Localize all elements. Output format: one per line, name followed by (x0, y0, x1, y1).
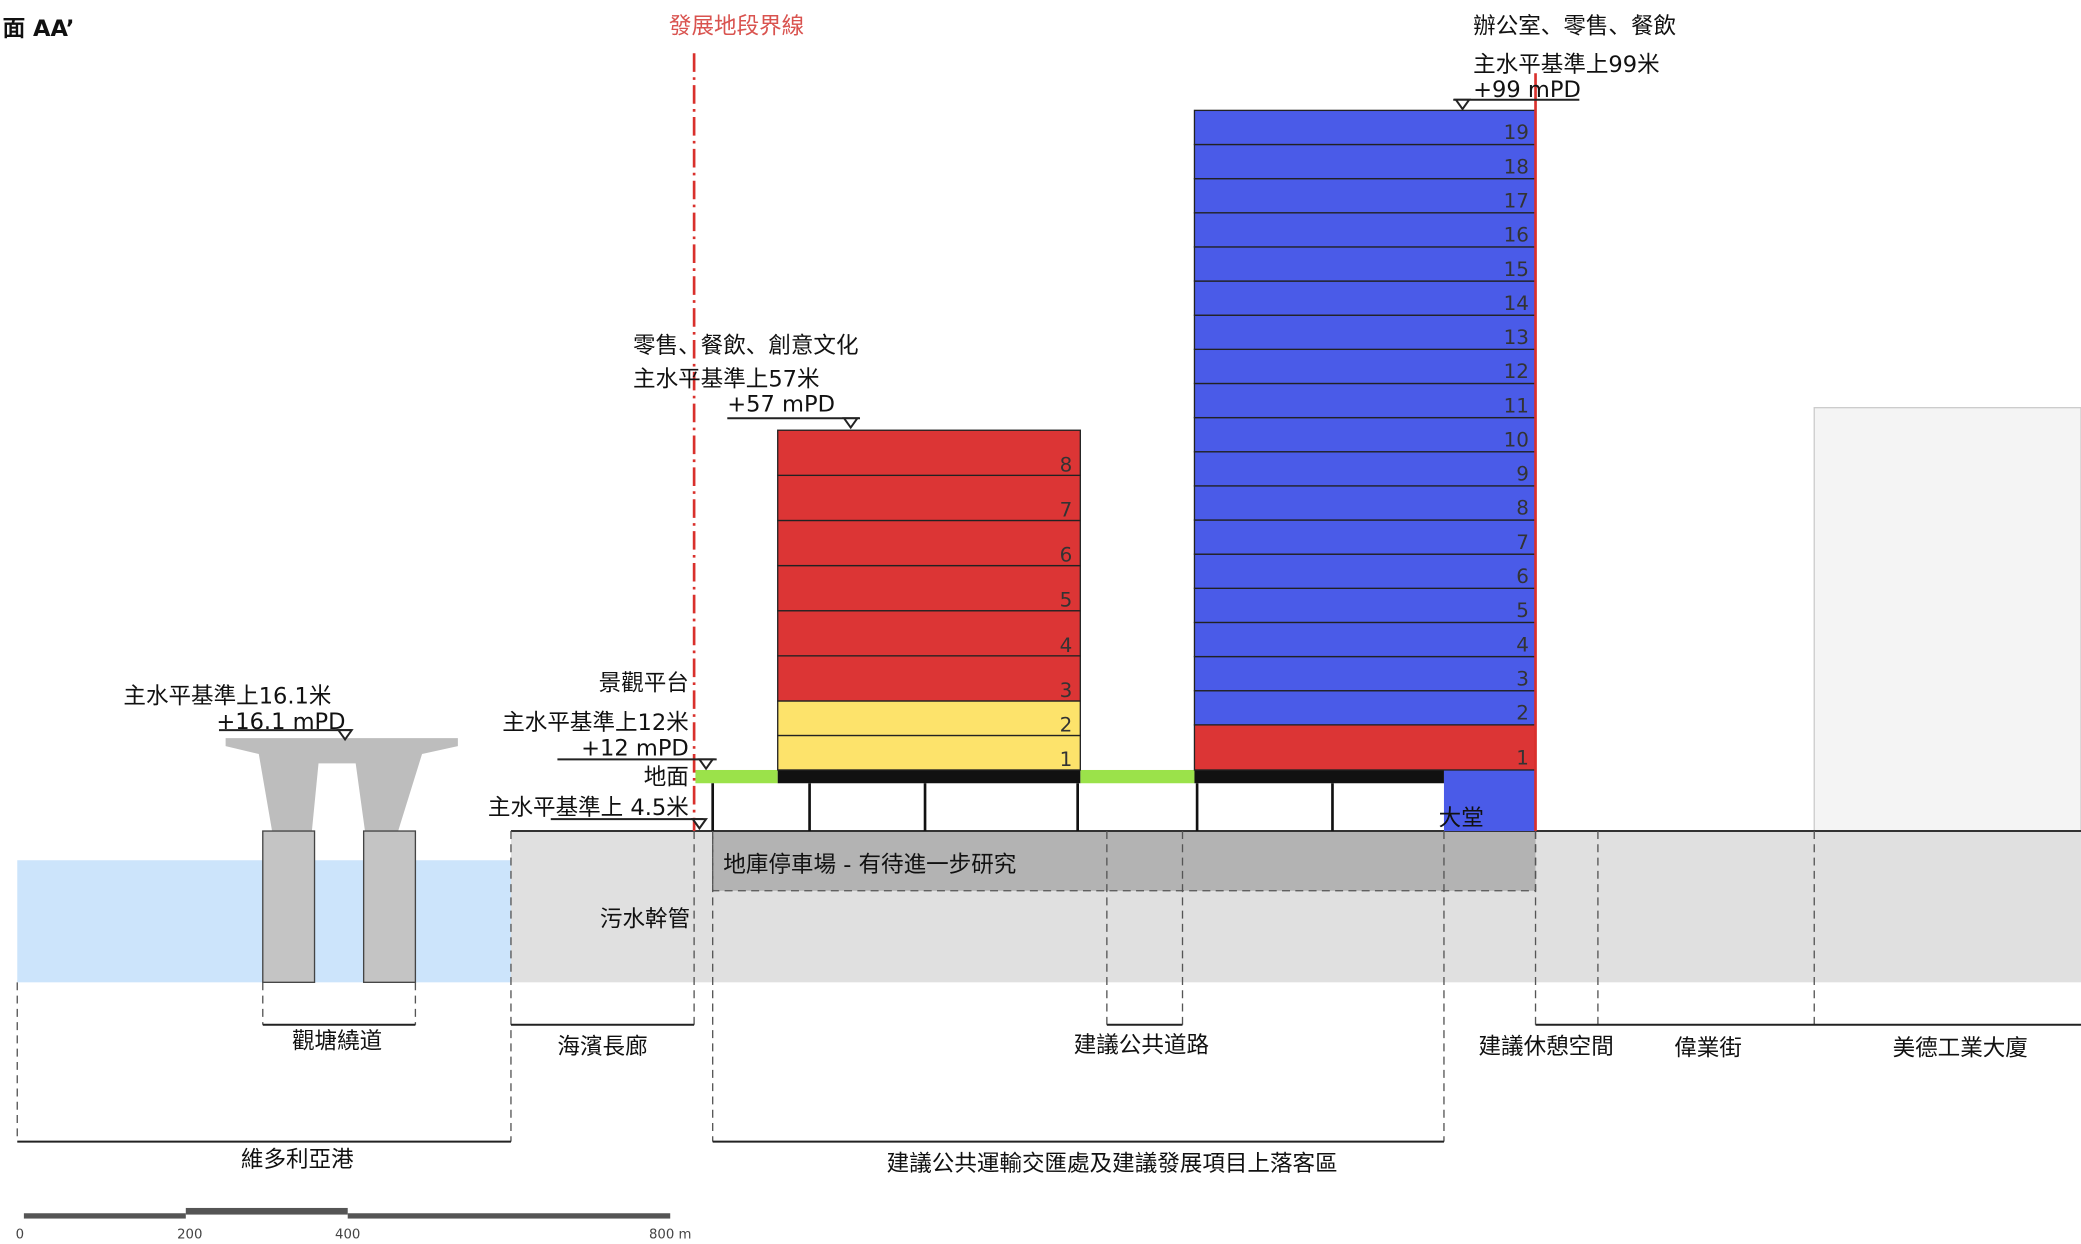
floor-number: 2 (1060, 713, 1073, 736)
level-label: 主水平基準上 4.5米 (488, 795, 689, 821)
dimension-lines (16, 831, 2081, 1143)
floor-number: 4 (1060, 634, 1073, 657)
floor (1193, 519, 1537, 555)
floor-number: 8 (1060, 453, 1073, 476)
floor (1193, 690, 1537, 726)
zone-label: 建議公共道路 (1074, 1033, 1209, 1059)
floor (1193, 246, 1537, 282)
floor-number: 5 (1516, 599, 1529, 622)
level-label: 景觀平台 (599, 670, 689, 696)
floor (1193, 382, 1537, 419)
floor-number: 14 (1504, 292, 1529, 315)
floor (1193, 485, 1537, 521)
floor (1193, 553, 1537, 589)
zone-label: 建議休憩空間 (1479, 1034, 1614, 1060)
tower-use: 零售、餐飲、創意文化 (633, 333, 858, 359)
scale-label: 800 m (649, 1227, 691, 1242)
height-label: 主水平基準上57米 (633, 366, 820, 392)
floor-number: 6 (1516, 565, 1529, 588)
level-label: +12 mPD (581, 735, 689, 761)
floor-number: 6 (1060, 544, 1073, 567)
floor (1193, 655, 1537, 692)
floor (777, 700, 1081, 737)
floor-number: 4 (1516, 633, 1529, 656)
level-label: 主水平基準上12米 (502, 710, 689, 736)
bridge-height: 主水平基準上16.1米 (123, 684, 331, 710)
floor (777, 474, 1081, 522)
bridge-mpd: +16.1 mPD (216, 709, 345, 735)
title: 面 AA’ (3, 16, 75, 42)
floor-number: 7 (1516, 531, 1529, 554)
floor-number: 7 (1060, 498, 1073, 521)
floor (1193, 416, 1537, 453)
floor (1193, 212, 1537, 248)
floor (777, 564, 1081, 612)
floor (777, 734, 1081, 771)
slab (1194, 769, 1444, 784)
zone-label: 偉業街 (1674, 1035, 1742, 1061)
zone-label: 美德工業大廈 (1893, 1035, 2028, 1061)
height-label: 主水平基準上99米 (1473, 52, 1660, 78)
scale-label: 400 (335, 1227, 360, 1242)
bridge (225, 738, 458, 983)
floor-number: 1 (1516, 747, 1529, 770)
floor-number: 15 (1504, 258, 1529, 281)
floor-number: 18 (1504, 155, 1529, 178)
basement-label: 地庫停車場 - 有待進一步研究 (723, 852, 1016, 878)
floor (1193, 280, 1537, 316)
floor (1193, 314, 1537, 351)
floor (1193, 143, 1537, 180)
floor (777, 610, 1081, 657)
floor-number: 16 (1504, 224, 1529, 247)
scale-label: 0 (16, 1227, 24, 1242)
lobby (1443, 769, 1536, 832)
floor-number: 19 (1504, 121, 1529, 144)
floor-number: 3 (1516, 667, 1529, 690)
lobby-label: 大堂 (1439, 806, 1484, 832)
neighbour-building (1813, 406, 2081, 832)
level-markers (218, 98, 1580, 831)
sewer-label: 污水幹管 (600, 907, 690, 933)
tower-use: 辦公室、零售、餐飲 (1473, 13, 1676, 39)
slab (777, 769, 1081, 784)
floor-number: 1 (1060, 748, 1073, 771)
deck (695, 769, 778, 784)
floor (1193, 724, 1537, 771)
floor-number: 10 (1504, 428, 1529, 451)
floor-number: 17 (1504, 189, 1529, 212)
boundary-label: 發展地段界線 (669, 13, 804, 39)
floor (1193, 109, 1537, 146)
scale-label: 200 (177, 1227, 202, 1242)
floor (1193, 621, 1537, 658)
floor-number: 3 (1060, 679, 1073, 702)
floor (777, 655, 1081, 702)
zone-label: 維多利亞港 (241, 1147, 354, 1173)
height-mpd: +57 mPD (727, 392, 835, 418)
floor-number: 11 (1504, 394, 1529, 417)
scale-bar (23, 1207, 671, 1219)
floor-number: 12 (1504, 360, 1529, 383)
deck (1080, 769, 1195, 784)
columns (711, 783, 1334, 832)
basement (712, 830, 1537, 892)
floor-number: 5 (1060, 589, 1073, 612)
floor (1193, 587, 1537, 624)
floor (1193, 451, 1537, 487)
floor-number: 13 (1504, 326, 1529, 349)
floor-number: 2 (1516, 702, 1529, 725)
floor-number: 8 (1516, 497, 1529, 520)
floor (777, 519, 1081, 567)
zone-label: 建議公共運輸交匯處及建議發展項目上落客區 (887, 1151, 1338, 1177)
floor-number: 9 (1516, 463, 1529, 486)
floor (777, 429, 1081, 477)
level-label: 地面 (644, 765, 689, 791)
zone-label: 觀塘繞道 (292, 1029, 382, 1055)
height-mpd: +99 mPD (1473, 77, 1581, 103)
floor (1193, 177, 1537, 214)
floor (1193, 348, 1537, 385)
zone-label: 海濱長廊 (557, 1034, 647, 1060)
